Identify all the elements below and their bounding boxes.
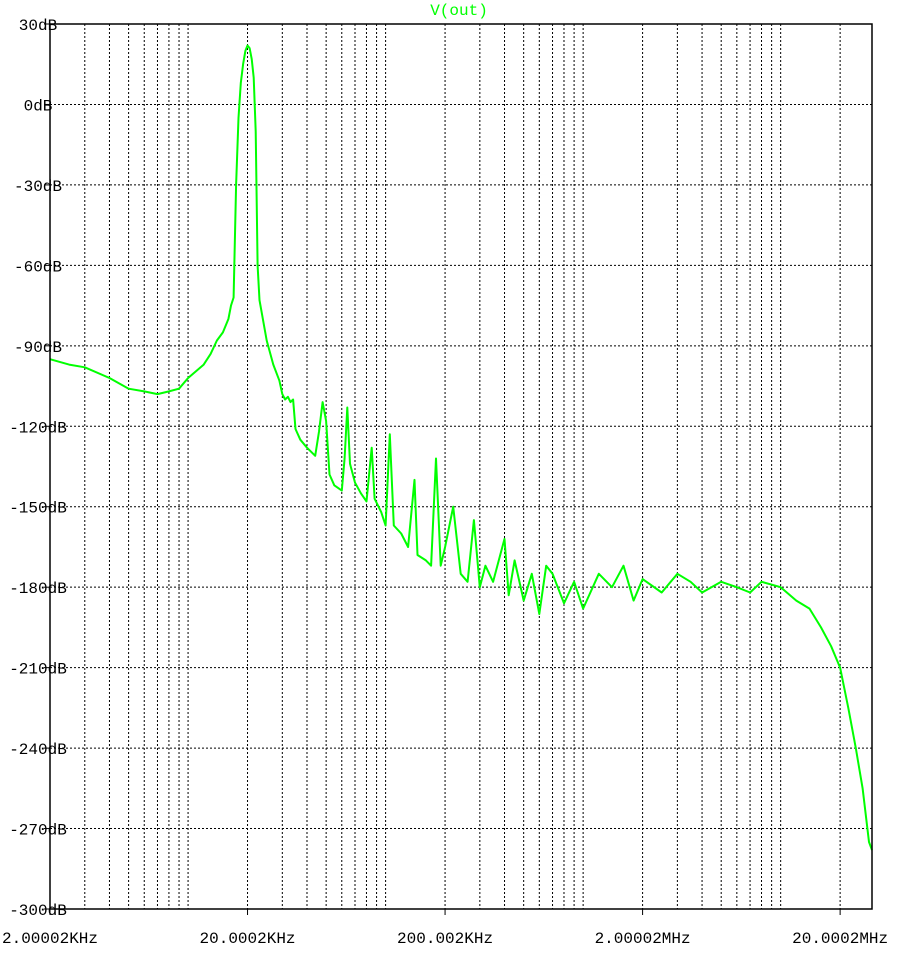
- series-line-vout: [49, 44, 873, 851]
- chart-title: V(out): [430, 2, 488, 20]
- y-tick-label: -240dB: [9, 741, 67, 759]
- y-tick-label: -90dB: [14, 339, 62, 357]
- y-tick-label: -30dB: [14, 178, 62, 196]
- x-tick-label: 20.0002KHz: [200, 930, 296, 948]
- y-tick-label: 30dB: [19, 17, 57, 35]
- y-tick-label: -60dB: [14, 258, 62, 276]
- y-tick-label: -180dB: [9, 580, 67, 598]
- x-axis-labels: 2.00002KHz 20.0002KHz 200.002KHz 2.00002MHz…: [2, 909, 888, 948]
- y-tick-label: -270dB: [9, 822, 67, 840]
- y-tick-label: -300dB: [9, 902, 67, 920]
- y-tick-label: -210dB: [9, 661, 67, 679]
- y-tick-label: -150dB: [9, 500, 67, 518]
- x-tick-label: 2.00002MHz: [595, 930, 691, 948]
- y-tick-label: 0dB: [24, 97, 53, 115]
- x-tick-label: 2.00002KHz: [2, 930, 98, 948]
- series-group: [49, 44, 873, 851]
- x-tick-label: 20.0002MHz: [792, 930, 888, 948]
- x-tick-label: 200.002KHz: [397, 930, 493, 948]
- plot-frame: [49, 23, 873, 910]
- y-tick-label: -120dB: [9, 419, 67, 437]
